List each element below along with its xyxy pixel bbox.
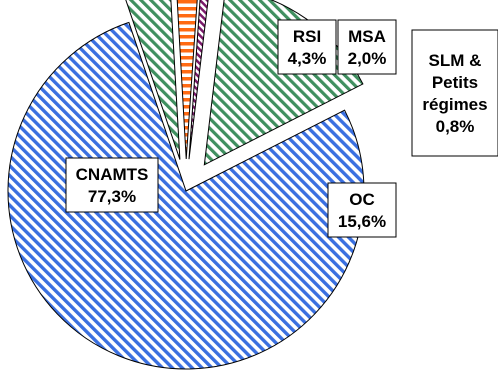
slice-value: 4,3% bbox=[288, 49, 327, 68]
data-label-oc: OC 15,6% bbox=[327, 182, 397, 238]
slice-value: 77,3% bbox=[88, 187, 136, 206]
slice-name: SLM & bbox=[429, 51, 482, 70]
data-label-text: RSI 4,3% bbox=[288, 27, 327, 68]
slice-name: régimes bbox=[422, 95, 487, 114]
slice-value: 15,6% bbox=[338, 212, 386, 231]
slice-name: OC bbox=[349, 190, 375, 209]
data-label-box bbox=[277, 19, 337, 75]
pie-slice-msa bbox=[176, 0, 198, 160]
data-label-text: CNAMTS 77,3% bbox=[76, 165, 149, 206]
data-label-rsi: RSI 4,3% bbox=[277, 19, 337, 75]
slice-name: MSA bbox=[348, 27, 386, 46]
data-label-box bbox=[327, 182, 397, 238]
data-label-slm-petits-r-gimes: SLM & Petits régimes 0,8% bbox=[411, 29, 498, 157]
data-label-text: SLM & Petits régimes 0,8% bbox=[422, 51, 487, 136]
slice-name: Petits bbox=[432, 73, 478, 92]
data-label-text: OC 15,6% bbox=[338, 190, 386, 231]
pie-slice-rsi bbox=[125, 0, 181, 160]
data-label-msa: MSA 2,0% bbox=[337, 19, 397, 75]
data-label-cnamts: CNAMTS 77,3% bbox=[65, 157, 159, 213]
slice-name: CNAMTS bbox=[76, 165, 149, 184]
slice-value: 2,0% bbox=[348, 49, 387, 68]
slice-value: 0,8% bbox=[436, 117, 475, 136]
pie-slice-slm-petits-r-gimes bbox=[188, 0, 209, 160]
data-label-text: MSA 2,0% bbox=[348, 27, 387, 68]
slice-name: RSI bbox=[293, 27, 321, 46]
data-label-box bbox=[337, 19, 397, 75]
data-label-box bbox=[411, 29, 498, 157]
data-label-box bbox=[65, 157, 159, 213]
